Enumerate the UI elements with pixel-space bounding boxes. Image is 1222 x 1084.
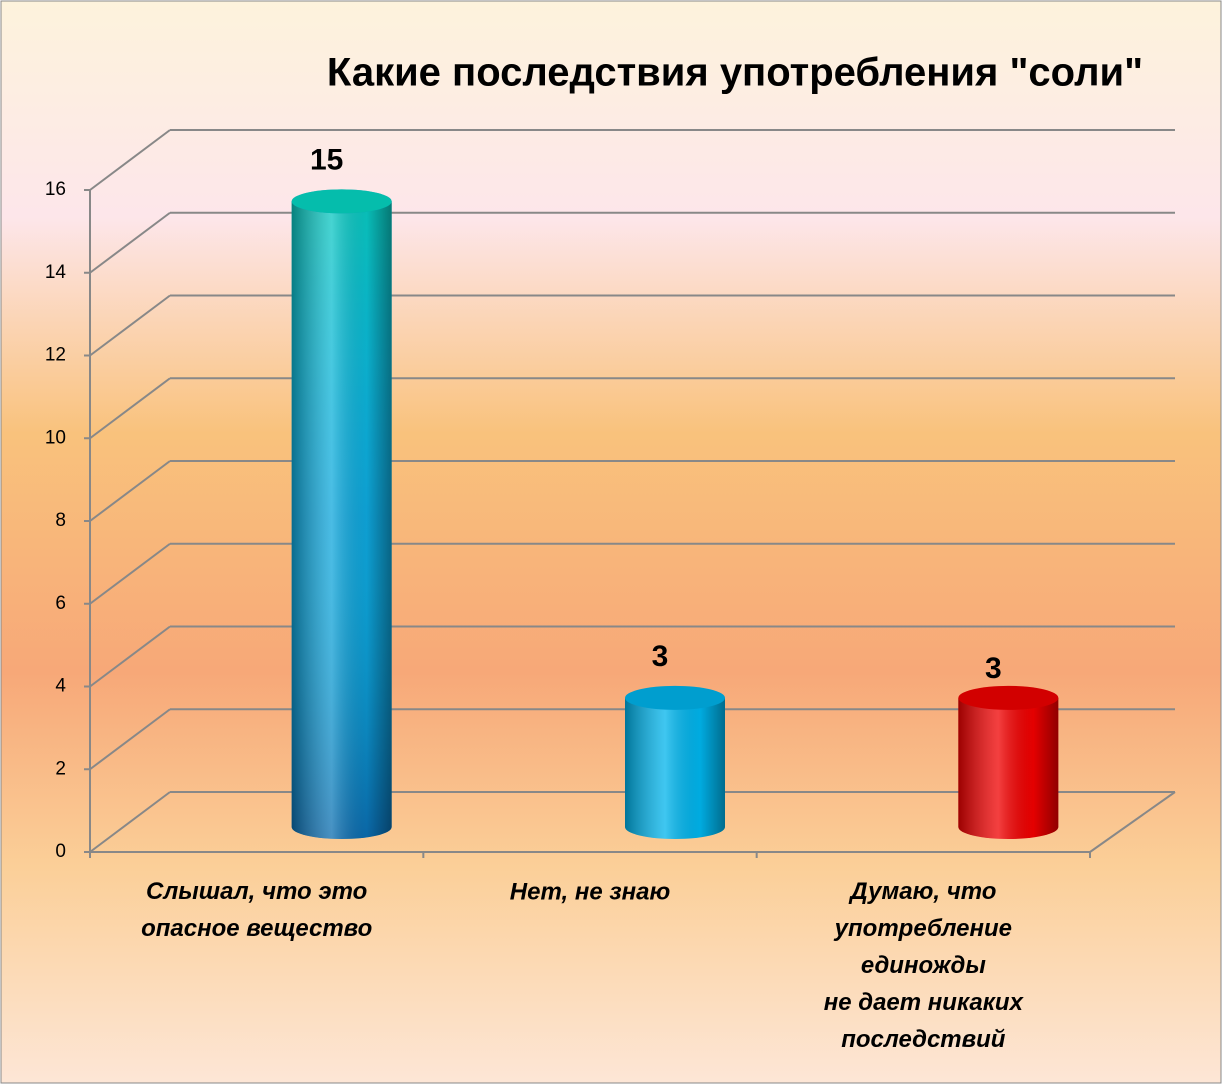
- value-label: 15: [310, 143, 343, 176]
- y-tick-label: 8: [55, 510, 66, 531]
- bar: [291, 189, 392, 840]
- bar-part: [958, 697, 1059, 840]
- y-tick-label: 6: [55, 593, 66, 614]
- grid-line: [89, 542, 171, 605]
- bar: [625, 685, 725, 839]
- bar: [958, 685, 1059, 840]
- value-label: 3: [652, 640, 669, 673]
- y-tick-label: 16: [45, 179, 66, 200]
- y-tick-label: 12: [45, 345, 66, 366]
- bar-part: [625, 697, 725, 839]
- x-tick-label: Нет, не знаю: [510, 878, 670, 905]
- grid-line: [89, 625, 171, 688]
- grid-line: [89, 791, 171, 853]
- y-tick-label: 10: [45, 427, 66, 448]
- floor-edge: [1089, 791, 1176, 853]
- grid-line: [89, 708, 171, 771]
- grid-line: [89, 377, 171, 440]
- bar-part: [291, 201, 392, 840]
- x-tick-label: Слышал, что это опасное вещество: [141, 878, 372, 942]
- grid-line: [89, 211, 171, 274]
- grid-line: [89, 294, 171, 357]
- bar-part: [958, 685, 1059, 710]
- y-tick-label: 2: [55, 758, 66, 779]
- y-tick-label: 14: [45, 262, 67, 283]
- bar-part: [625, 685, 725, 710]
- x-tick-label: Думаю, что употребление единожды не дает ни…: [824, 878, 1025, 1053]
- bar-part: [625, 685, 725, 710]
- y-tick-label: 4: [55, 676, 66, 697]
- chart-title: Какие последствия употребления "соли": [327, 51, 1143, 95]
- y-tick-label: 0: [55, 841, 66, 862]
- grid-line: [89, 129, 171, 191]
- value-label: 3: [985, 652, 1002, 685]
- bar-part: [291, 189, 392, 214]
- bar-part: [958, 685, 1059, 710]
- grid-line: [89, 460, 171, 522]
